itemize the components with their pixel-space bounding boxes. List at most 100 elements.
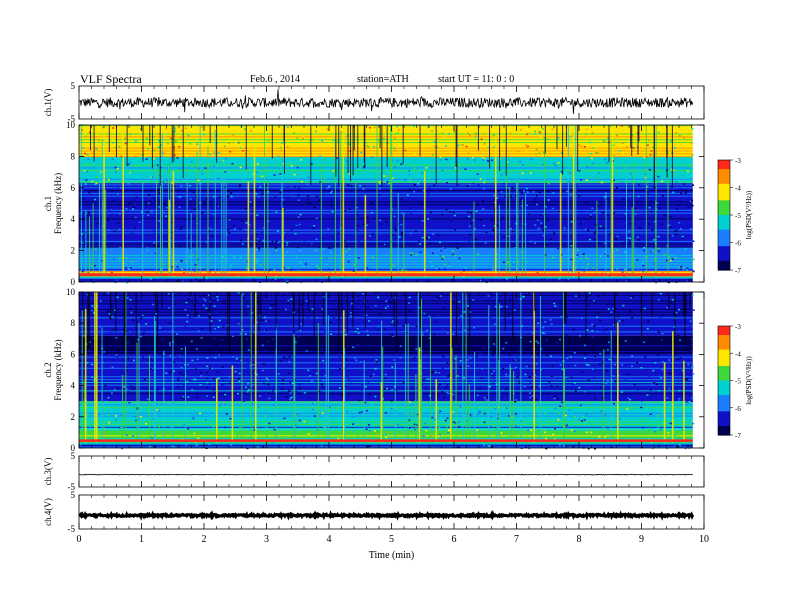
psd-pixel (598, 225, 601, 227)
psd-pixel (239, 333, 242, 335)
psd-pixel (543, 277, 546, 280)
psd-pixel (391, 177, 394, 179)
psd-pixel (256, 321, 259, 324)
psd-pixel (232, 356, 235, 358)
psd-pixel (591, 368, 594, 371)
psd-pixel (176, 280, 179, 282)
psd-pixel (497, 340, 500, 343)
psd-pixel (606, 349, 609, 351)
psd-pixel (522, 164, 525, 166)
psd-pixel (171, 265, 174, 268)
psd-pixel (442, 336, 445, 339)
psd-pixel (331, 190, 334, 192)
psd-pixel (437, 234, 440, 237)
psd-pixel (102, 245, 105, 247)
psd-pixel (634, 207, 637, 210)
psd-pixel (344, 358, 347, 360)
psd-pixel (470, 437, 473, 439)
psd-pixel (297, 335, 300, 338)
gap-line (577, 125, 579, 172)
psd-pixel (391, 159, 394, 161)
psd-pixel (511, 259, 514, 261)
psd-pixel (626, 322, 629, 325)
psd-pixel (271, 390, 274, 392)
psd-pixel (149, 351, 152, 354)
psd-pixel (197, 437, 200, 439)
psd-pixel (185, 444, 188, 446)
gap-line (614, 292, 616, 328)
psd-pixel (169, 354, 172, 357)
psd-pixel (180, 225, 183, 228)
psd-pixel (110, 271, 113, 274)
psd-pixel (467, 302, 470, 305)
psd-pixel (309, 418, 312, 421)
psd-pixel (179, 175, 182, 177)
gap-line (641, 292, 643, 337)
colorbar-cell (718, 351, 730, 354)
psd-pixel (452, 278, 455, 281)
psd-pixel (417, 183, 420, 186)
psd-pixel (438, 371, 441, 374)
psd-pixel (147, 410, 150, 412)
psd-pixel (365, 392, 368, 394)
psd-pixel (93, 397, 96, 399)
psd-pixel (209, 257, 212, 260)
psd-pixel (400, 163, 403, 165)
colorbar-cell (718, 172, 730, 176)
psd-pixel (606, 272, 609, 274)
psd-pixel (458, 337, 461, 339)
psd-pixel (629, 321, 632, 324)
psd-pixel (434, 145, 437, 148)
psd-pixel (332, 308, 335, 310)
psd-pixel (149, 445, 152, 448)
sferic-line (344, 347, 346, 444)
psd-pixel (660, 265, 663, 267)
psd-pixel (315, 341, 318, 343)
psd-pixel (594, 355, 597, 358)
sferic-line (603, 349, 605, 444)
psd-pixel (133, 203, 136, 206)
psd-pixel (650, 147, 653, 149)
psd-pixel (274, 224, 277, 226)
psd-pixel (393, 149, 396, 152)
psd-pixel (307, 176, 310, 179)
psd-pixel (250, 333, 253, 335)
sferic-line (241, 292, 243, 444)
psd-pixel (535, 194, 538, 197)
psd-pixel (181, 397, 184, 399)
psd-pixel (81, 202, 84, 204)
psd-pixel (186, 314, 189, 317)
psd-pixel (227, 142, 230, 144)
psd-pixel (585, 363, 588, 366)
gap-line (350, 125, 352, 182)
psd-pixel (328, 406, 331, 408)
psd-pixel (686, 267, 689, 269)
psd-pixel (429, 242, 432, 245)
psd-pixel (255, 242, 258, 245)
psd-pixel (223, 395, 226, 397)
psd-pixel (315, 249, 318, 252)
gap-line (357, 125, 359, 168)
psd-pixel (271, 404, 274, 406)
psd-pixel (118, 347, 121, 349)
sferic-line (435, 379, 438, 444)
psd-pixel (313, 224, 316, 227)
colorbar-tick-label: -6 (735, 240, 741, 248)
psd-pixel (676, 445, 679, 448)
psd-pixel (215, 197, 218, 199)
psd-pixel (441, 390, 444, 393)
psd-pixel (151, 300, 154, 303)
gap-line (352, 292, 354, 327)
psd-pixel (256, 214, 259, 217)
psd-pixel (322, 141, 325, 144)
sferic-line (468, 384, 470, 444)
psd-pixel (487, 147, 490, 149)
psd-pixel (456, 375, 459, 377)
psd-pixel (692, 373, 695, 375)
psd-pixel (176, 170, 179, 173)
psd-pixel (307, 316, 310, 319)
psd-pixel (448, 343, 451, 346)
psd-pixel (352, 346, 355, 349)
psd-pixel (513, 245, 516, 248)
gap-line (638, 125, 640, 142)
